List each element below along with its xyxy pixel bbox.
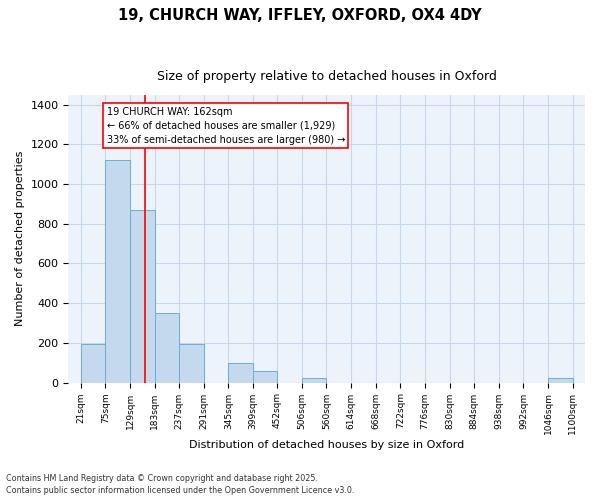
Title: Size of property relative to detached houses in Oxford: Size of property relative to detached ho… — [157, 70, 497, 84]
Bar — [106, 160, 130, 382]
Text: Contains HM Land Registry data © Crown copyright and database right 2025.
Contai: Contains HM Land Registry data © Crown c… — [6, 474, 355, 495]
Bar — [130, 210, 155, 382]
Text: 19 CHURCH WAY: 162sqm
← 66% of detached houses are smaller (1,929)
33% of semi-d: 19 CHURCH WAY: 162sqm ← 66% of detached … — [107, 106, 345, 144]
Bar — [548, 378, 572, 382]
Bar — [155, 313, 179, 382]
Bar — [229, 362, 253, 382]
Bar — [302, 378, 326, 382]
Text: 19, CHURCH WAY, IFFLEY, OXFORD, OX4 4DY: 19, CHURCH WAY, IFFLEY, OXFORD, OX4 4DY — [118, 8, 482, 22]
X-axis label: Distribution of detached houses by size in Oxford: Distribution of detached houses by size … — [189, 440, 464, 450]
Bar — [81, 344, 106, 383]
Bar — [253, 370, 277, 382]
Bar — [179, 344, 204, 383]
Y-axis label: Number of detached properties: Number of detached properties — [15, 151, 25, 326]
